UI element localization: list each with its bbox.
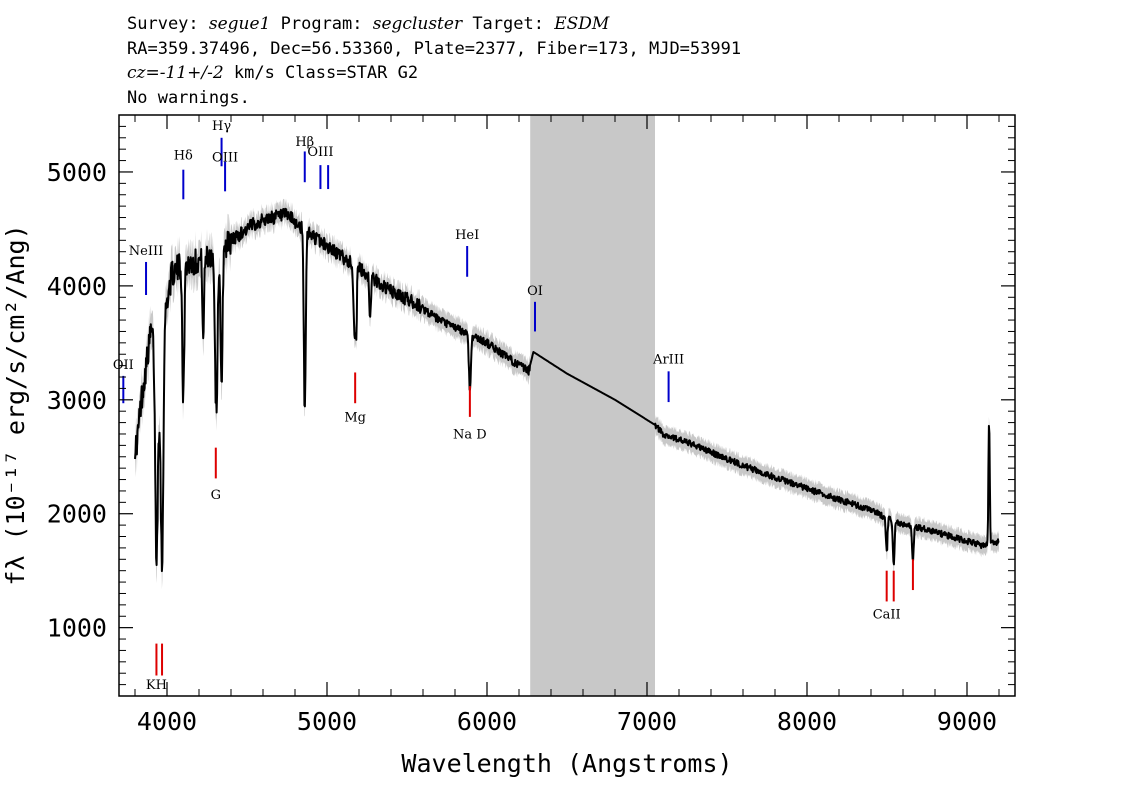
header-line-survey: Survey: segue1 Program: segcluster Targe…: [127, 12, 741, 37]
target-label: Target:: [462, 14, 555, 34]
line-label: Na D: [453, 428, 487, 443]
line-label: G: [211, 488, 221, 503]
header-line-coordinates: RA=359.37496, Dec=56.53360, Plate=2377, …: [127, 38, 742, 59]
line-label: Hγ: [212, 119, 231, 134]
header-line-warnings: No warnings.: [127, 87, 250, 108]
line-label: KH: [146, 678, 167, 693]
line-label: Mg: [344, 410, 366, 425]
line-markers-layer: NeIIIOIIHδHγOIIIHβOIIIHeIOIArIIIKHGMgNa …: [113, 119, 914, 693]
line-label: Hδ: [174, 148, 193, 163]
line-label: NeIII: [129, 244, 163, 259]
program-label: Program:: [270, 14, 373, 34]
spectrum-line: [134, 207, 1000, 573]
y-tick-label: 5000: [47, 158, 107, 187]
masked-region: [530, 115, 655, 696]
spectrum-header: Survey: segue1 Program: segcluster Targe…: [127, 12, 741, 110]
redshift-value: cz=-11+/-2: [127, 63, 224, 83]
tick-labels-layer: 4000 5000 6000 7000 8000 9000 1000 2000 3000 4000…: [47, 158, 997, 736]
y-tick-label: 1000: [47, 614, 107, 643]
plot-frame: [118, 114, 1016, 697]
y-tick-label: 4000: [47, 272, 107, 301]
header-line-redshift: cz=-11+/-2 km/s Class=STAR G2: [127, 61, 741, 86]
survey-value: segue1: [208, 14, 271, 34]
masked-region-layer: [530, 115, 655, 696]
x-tick-label: 4000: [137, 707, 197, 736]
x-tick-label: 6000: [457, 707, 517, 736]
line-label: OI: [527, 284, 543, 299]
x-axis-label: Wavelength (Angstroms): [401, 749, 732, 778]
target-value: ESDM: [554, 14, 610, 34]
program-value: segcluster: [372, 14, 463, 34]
line-label: Hβ: [295, 135, 314, 150]
x-tick-label: 9000: [937, 707, 997, 736]
x-tick-label: 8000: [777, 707, 837, 736]
line-label: OIII: [307, 145, 333, 160]
y-tick-label: 3000: [47, 386, 107, 415]
line-label: OIII: [212, 151, 238, 166]
survey-label: Survey:: [127, 14, 209, 34]
x-tick-label: 7000: [617, 707, 677, 736]
line-label: ArIII: [652, 352, 684, 367]
y-axis-label: fλ (10⁻¹⁷ erg/s/cm²/Ang): [1, 224, 30, 585]
y-tick-label: 2000: [47, 500, 107, 529]
redshift-class: km/s Class=STAR G2: [223, 63, 419, 83]
axis-ticks-layer: [119, 115, 1015, 696]
spectrum-layer: [134, 207, 1000, 573]
line-label: CaII: [873, 608, 901, 623]
line-label: HeI: [455, 228, 479, 243]
x-tick-label: 5000: [297, 707, 357, 736]
